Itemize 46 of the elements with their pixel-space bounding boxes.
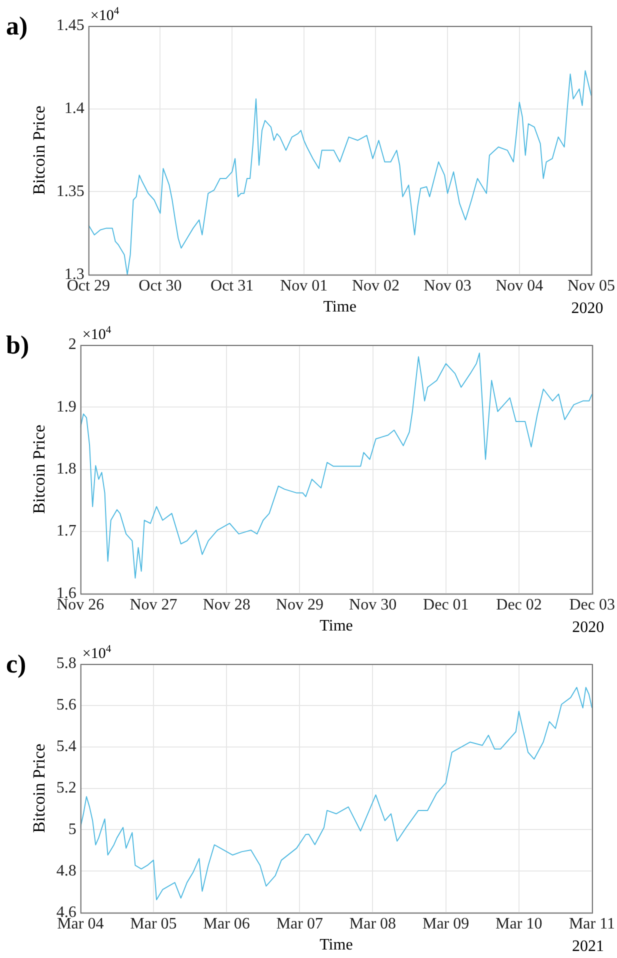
y-tick-label: 1.4 [64, 100, 84, 118]
x-tick-label: Mar 06 [203, 915, 250, 932]
y-tick-label: 4.8 [56, 862, 76, 880]
x-tick-label: Mar 07 [276, 915, 323, 932]
y-tick-label: 1.45 [56, 17, 84, 34]
x-axis-title: Time [320, 618, 353, 635]
x-tick-label: Nov 05 [567, 277, 616, 294]
y-axis-title: Bitcoin Price [30, 424, 49, 514]
y-tick-label: 5.8 [56, 655, 76, 672]
y-tick-label: 5 [68, 820, 76, 838]
y-tick-label: 1.35 [56, 182, 84, 200]
chart-title: c) [6, 650, 26, 679]
text: 2020 [572, 619, 604, 636]
chart-title: b) [6, 330, 30, 360]
x-tick-label: Mar 05 [130, 915, 177, 932]
x-tick-label: Dec 03 [569, 596, 616, 614]
x-tick-label: Nov 04 [496, 277, 544, 294]
x-axis-title: Time [323, 298, 356, 316]
y-tick-label: 2 [68, 336, 76, 354]
text: 2020 [571, 300, 604, 317]
x-tick-label: Nov 28 [202, 596, 250, 614]
x-tick-label: Nov 03 [424, 277, 472, 294]
x-tick-label: Nov 01 [280, 277, 328, 294]
y-axis-title: Bitcoin Price [30, 106, 49, 195]
x-tick-label: Oct 31 [210, 277, 254, 294]
x-tick-label: Dec 01 [423, 596, 469, 614]
y-tick-label: 5.4 [56, 738, 76, 756]
text: 2021 [572, 938, 604, 955]
x-tick-label: Dec 02 [496, 596, 542, 614]
y-tick-label: 5.2 [56, 780, 76, 797]
x-tick-label: Nov 29 [276, 596, 324, 614]
chart-title: a) [6, 12, 28, 41]
y-axis-title: Bitcoin Price [30, 744, 49, 833]
x-tick-label: Mar 11 [568, 915, 615, 932]
y-tick-label: 5.6 [56, 696, 76, 714]
x-tick-label: Oct 30 [138, 277, 182, 294]
x-tick-label: Mar 09 [422, 915, 470, 932]
y-tick-label: 1.7 [56, 522, 76, 540]
x-tick-label: Nov 30 [349, 596, 397, 614]
x-tick-label: Mar 08 [349, 915, 396, 932]
x-axis-title: Time [320, 936, 353, 954]
x-tick-label: Nov 02 [352, 277, 400, 294]
x-tick-label: Nov 27 [130, 596, 178, 614]
y-tick-label: 1.9 [56, 398, 76, 416]
y-tick-label: 1.8 [56, 460, 76, 478]
x-tick-label: Mar 10 [496, 915, 542, 932]
